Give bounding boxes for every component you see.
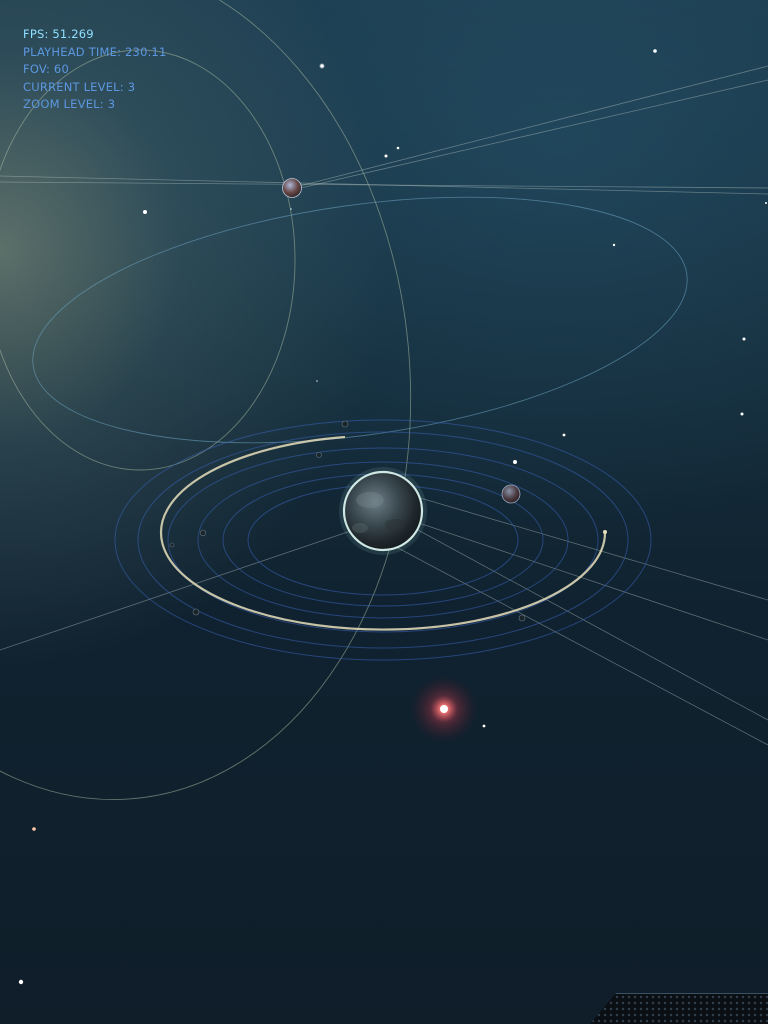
trajectory-line [0,519,384,651]
star-icon [320,64,324,68]
star-icon [384,154,388,158]
playhead-time-readout: PLAYHEAD TIME: 230.11 [23,44,167,59]
moon-icon[interactable] [169,542,175,548]
moon-icon[interactable] [316,452,322,458]
trajectory-lines [0,65,768,746]
glowing-red-star-icon[interactable] [440,705,448,713]
star-icon [740,412,744,416]
small-planet[interactable] [501,484,521,504]
trajectory-line [291,79,768,191]
moon-orbit [197,461,569,619]
star-icon [18,979,24,985]
selected-orbit-endpoint [603,530,607,534]
star-icon [396,146,400,150]
fov-readout: FOV: 60 [23,62,69,76]
star-icon [32,827,36,831]
star-icon [513,460,517,464]
moon-icon[interactable] [341,420,349,428]
trajectory-line [382,510,768,641]
fps-readout: FPS: 51.269 [23,27,94,41]
trajectory-line [0,181,768,189]
star-icon [562,433,566,437]
moon-icon[interactable] [199,529,207,537]
long-orbit-blue [32,196,688,444]
star-icon [143,210,147,214]
moon-orbit [137,431,629,649]
moon-icon[interactable] [518,614,526,622]
orbit-path-large [0,0,412,800]
trajectory-line [0,175,768,195]
moons[interactable] [169,420,526,622]
planet-sphere-icon[interactable] [282,178,302,198]
moon-icon[interactable] [192,608,200,616]
zoom-level-readout: ZOOM LEVEL: 3 [23,97,116,111]
top-planet[interactable] [282,178,302,198]
trajectory-line [291,65,768,189]
trajectory-line [409,494,768,601]
planet-sphere-icon[interactable] [342,470,424,552]
selected-orbit-arc[interactable] [159,435,607,631]
outer-orbits [0,0,412,800]
stars [18,49,767,985]
orbit-path-tilted [32,196,688,444]
moon-orbit [167,447,599,633]
star-icon [765,202,767,204]
red-star[interactable] [410,675,478,743]
orbit-path-left [0,49,296,471]
central-planet[interactable] [339,467,427,555]
trajectory-line [382,539,768,746]
corner-control-panel[interactable] [590,993,768,1024]
star-icon [653,49,657,53]
star-icon [316,380,318,382]
debug-hud: FPS: 51.269 PLAYHEAD TIME: 230.11 FOV: 6… [23,26,166,114]
star-icon [742,337,746,341]
planet-sphere-icon[interactable] [501,484,521,504]
star-icon [290,208,292,210]
moon-orbit [114,419,652,661]
star-icon [612,243,616,247]
star-icon [482,724,486,728]
trajectory-line [382,510,768,721]
current-level-readout: CURRENT LEVEL: 3 [23,79,136,94]
